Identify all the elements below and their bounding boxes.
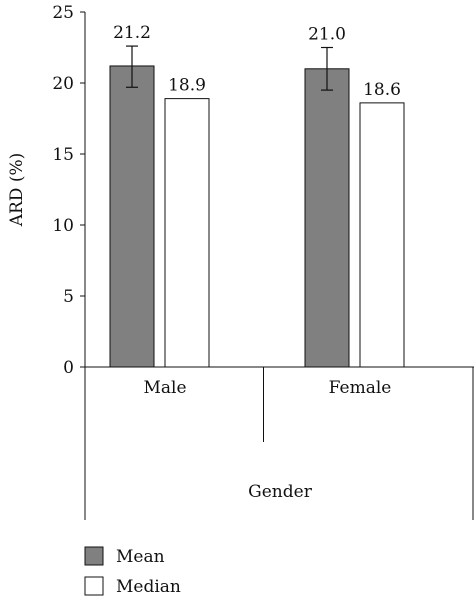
legend: Mean Median (84, 546, 181, 597)
legend-label: Median (116, 577, 181, 597)
y-tick-label: 15 (52, 145, 74, 165)
bar-median-female (359, 102, 405, 368)
legend-label: Mean (116, 547, 165, 567)
y-tick-label: 25 (52, 3, 74, 23)
bar-mean-male (109, 65, 155, 368)
data-label: 18.6 (363, 80, 401, 100)
x-tick-label: Male (143, 378, 186, 398)
x-tick-label: Female (329, 378, 392, 398)
axes: 0 5 10 15 20 25 ARD (%) (7, 3, 474, 520)
legend-swatch-median (84, 576, 104, 596)
y-tick-label: 20 (52, 74, 74, 94)
data-label: 21.2 (113, 23, 151, 43)
bar-mean-female (304, 68, 350, 368)
data-label: 18.9 (168, 76, 206, 96)
bars (109, 45, 405, 368)
y-tick-label: 5 (63, 287, 74, 307)
bar-median-male (164, 98, 210, 368)
legend-swatch-mean (84, 546, 104, 566)
x-axis-label: Gender (248, 482, 313, 502)
y-axis-label: ARD (%) (7, 153, 27, 228)
y-tick-label: 0 (63, 358, 74, 378)
labels: 21.2 21.0 18.9 18.6 Male Female Gender (113, 23, 401, 502)
data-label: 21.0 (308, 25, 346, 45)
y-tick-label: 10 (52, 216, 74, 236)
